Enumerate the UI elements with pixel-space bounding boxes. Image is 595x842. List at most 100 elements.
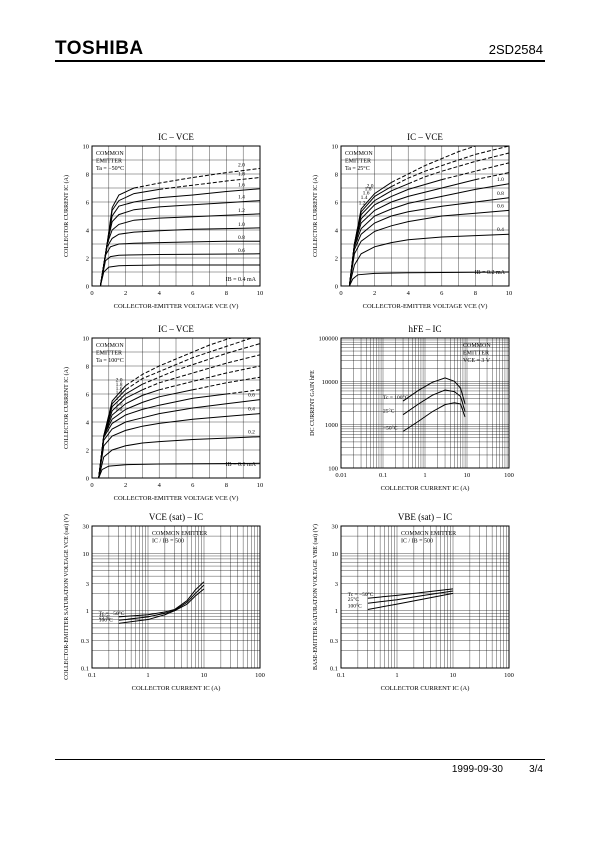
- chart-annotation: COMMON EMITTER: [401, 531, 456, 537]
- chart-annotation: COMMON: [96, 343, 124, 349]
- chart-annotation: EMITTER: [96, 159, 122, 165]
- curve-label: 0.8: [116, 407, 123, 413]
- plot-frame: [340, 337, 510, 469]
- y-tick-label: 4: [335, 228, 339, 235]
- series-line: [402, 402, 466, 432]
- footer-page: 3/4: [529, 764, 543, 775]
- curve-label: 1.8: [116, 382, 123, 388]
- series-line: [98, 389, 193, 479]
- series-line: [118, 581, 205, 618]
- series-line: [367, 588, 454, 599]
- chart-annotation: IC / IB = 500: [152, 539, 184, 545]
- series-line: [348, 271, 510, 287]
- x-tick-label: 6: [191, 482, 195, 489]
- curve-label: 2.0: [238, 162, 245, 168]
- series-line: [348, 197, 510, 287]
- header-rule: [55, 60, 545, 62]
- x-tick-label: 6: [440, 290, 444, 297]
- toshiba-logo: TOSHIBA: [55, 38, 144, 59]
- y-tick-label: 100000: [319, 336, 339, 343]
- curve-label: 0.6: [248, 393, 255, 399]
- x-tick-label: 0.1: [379, 472, 387, 479]
- series-line: [348, 179, 476, 287]
- y-tick-label: 3: [335, 581, 338, 588]
- curve-label: 1.4: [116, 390, 123, 396]
- x-tick-label: 6: [191, 290, 195, 297]
- chart-annotation: IC / IB = 500: [401, 539, 433, 545]
- y-tick-label: 4: [86, 228, 90, 235]
- x-axis-label: COLLECTOR-EMITTER VOLTAGE VCE (V): [363, 303, 488, 310]
- x-tick-label: 100: [504, 672, 514, 679]
- chart-2: 0 2 4 6 8 10 0 2 4 6 8 10 IC – VCE COLLECTOR-EMITTER …: [312, 132, 512, 310]
- y-axis-label: COLLECTOR CURRENT IC (A): [63, 175, 70, 257]
- y-axis-label: COLLECTOR CURRENT IC (A): [63, 367, 70, 449]
- series-line: [118, 588, 205, 624]
- chart-annotation: Ta = −50°C: [96, 165, 124, 172]
- y-tick-label: 0.1: [81, 666, 89, 673]
- curve-label-note: IB = 0.2 mA: [475, 270, 506, 276]
- x-tick-label: 10: [464, 472, 471, 479]
- curve-label: 0.6: [238, 248, 245, 254]
- y-tick-label: 6: [86, 392, 90, 399]
- chart-annotation: Ta = 25°C: [345, 165, 370, 172]
- chart-title: IC – VCE: [158, 324, 194, 334]
- plot-frame: [91, 337, 261, 479]
- curve-label: 1.0: [238, 222, 245, 228]
- series-line: [98, 413, 261, 479]
- chart-3: 0 2 4 6 8 10 0 2 4 6 8 10 IC – VCE COLLECTOR-EMITTER …: [63, 324, 263, 502]
- series-line: [402, 389, 466, 416]
- series-line-extrapolated: [125, 337, 252, 391]
- plot-frame: [340, 525, 510, 669]
- y-tick-label: 8: [86, 364, 89, 371]
- series-line: [99, 240, 260, 287]
- x-axis-label: COLLECTOR-EMITTER VOLTAGE VCE (V): [114, 303, 239, 310]
- x-tick-label: 2: [124, 482, 127, 489]
- series-line-extrapolated: [142, 354, 261, 391]
- y-tick-label: 0: [86, 476, 89, 483]
- series-line: [98, 393, 227, 479]
- plot-frame: [91, 525, 261, 669]
- curve-label: −50°C: [383, 424, 398, 431]
- curve-label: Tc = −50°C: [348, 591, 374, 598]
- series-line-extrapolated: [133, 167, 261, 189]
- chart-annotation: EMITTER: [345, 159, 371, 165]
- y-tick-label: 0.3: [330, 638, 338, 645]
- curve-label: 1.0: [497, 177, 504, 183]
- x-tick-label: 1: [423, 472, 426, 479]
- curve-label: 0.6: [497, 203, 504, 209]
- series-line: [98, 436, 261, 479]
- x-tick-label: 2: [373, 290, 376, 297]
- y-tick-label: 4: [86, 420, 90, 427]
- series-line: [348, 183, 510, 287]
- series-line: [99, 200, 261, 287]
- chart-1: 0 2 4 6 8 10 0 2 4 6 8 10 IC – VCE COLLECTOR-EMITTER …: [63, 132, 263, 310]
- curve-label: Tc = −50°C: [99, 610, 125, 617]
- series-line: [99, 188, 261, 287]
- series-line-extrapolated: [159, 365, 261, 391]
- footer-date: 1999-09-30: [451, 764, 503, 775]
- y-tick-label: 0.3: [81, 638, 89, 645]
- x-tick-label: 8: [225, 482, 228, 489]
- curve-label: 25°C: [383, 408, 395, 415]
- series-line-extrapolated: [159, 177, 261, 190]
- x-tick-label: 2: [124, 290, 127, 297]
- curve-label: 0.4: [497, 227, 504, 233]
- series-line-extrapolated: [391, 145, 476, 183]
- series-line: [99, 253, 261, 287]
- y-tick-label: 1: [86, 608, 89, 615]
- curve-label-note: IB = 0.1 mA: [226, 462, 257, 468]
- y-tick-label: 10: [332, 144, 339, 151]
- series-line: [99, 227, 261, 287]
- x-tick-label: 100: [255, 672, 265, 679]
- series-line-extrapolated: [142, 343, 261, 385]
- series-line: [98, 399, 261, 479]
- x-tick-label: 8: [225, 290, 228, 297]
- plot-frame: [91, 145, 261, 287]
- y-tick-label: 10: [83, 144, 90, 151]
- y-tick-label: 3: [86, 581, 89, 588]
- curve-label: 1.8: [238, 172, 245, 178]
- curve-label: 2.0: [116, 378, 123, 384]
- x-tick-label: 4: [407, 290, 411, 297]
- curve-label: 0.2: [248, 430, 255, 436]
